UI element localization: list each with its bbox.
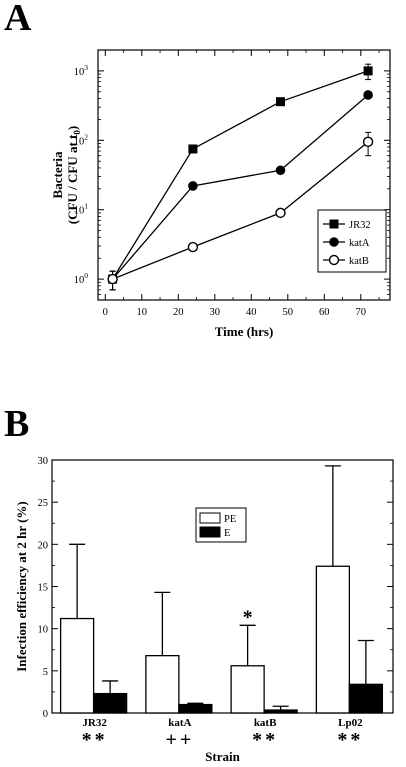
bar-e: [263, 709, 298, 714]
bar-e: [348, 683, 384, 714]
data-point-katb: [362, 136, 374, 148]
legend-a: JR32 katA katB: [317, 209, 387, 273]
panel-b-letter: B: [4, 403, 29, 445]
legend-marker: [329, 219, 339, 229]
x-tick-label: 40: [246, 307, 257, 318]
series-katb: [107, 131, 374, 291]
y-axis-title: Infection efficiency at 2 hr (%): [14, 501, 29, 672]
series-line-kata: [112, 94, 369, 280]
x-tick-label: 30: [210, 307, 221, 318]
data-point-katb: [107, 273, 118, 285]
category-significance: **: [252, 729, 278, 751]
data-point-kata: [363, 90, 373, 100]
infection-efficiency-chart: 0 5 10 15 20 25 30 Infection efficiency at 2 hr…: [14, 456, 394, 764]
bar-pe: [315, 565, 351, 714]
y-tick-label: 20: [38, 540, 49, 551]
y-tick-label: 103: [74, 63, 89, 78]
category-significance: ++: [165, 729, 194, 751]
data-point-katb: [275, 207, 286, 219]
y-tick-label: 101: [74, 202, 89, 217]
data-point-jr32: [276, 97, 285, 107]
legend-label: E: [224, 528, 230, 539]
legend-swatch-pe: [199, 512, 221, 524]
category-significance: **: [337, 729, 363, 751]
data-point-kata: [188, 181, 198, 191]
bar-e: [92, 692, 128, 714]
y-tick-label: 10: [38, 625, 49, 636]
bar-group-kata: katA++: [145, 591, 213, 751]
category-label: katB: [254, 717, 277, 729]
bar-group-jr32: JR32**: [59, 543, 128, 751]
data-point-jr32: [188, 144, 198, 154]
data-point-jr32: [363, 66, 373, 76]
y-axis-title-line2: (CFU / CFU at t0): [65, 126, 82, 224]
legend-swatch-e: [199, 526, 221, 538]
category-label: katA: [168, 717, 191, 729]
series-line-katb: [112, 141, 369, 280]
x-axis-title: Strain: [205, 749, 240, 764]
bar-e: [178, 703, 213, 714]
legend-b: PE E: [195, 507, 247, 543]
category-label: Lp02: [338, 717, 363, 729]
x-tick-label: 0: [103, 307, 108, 318]
y-tick-label: 0: [43, 709, 48, 720]
bar-group-katb: * katB**: [230, 606, 298, 751]
legend-label: katB: [349, 256, 369, 267]
y-axis-title-line1: Bacteria: [50, 151, 65, 198]
y-tick-label: 15: [38, 583, 49, 594]
series-line-jr32: [112, 70, 369, 280]
x-tick-label: 50: [283, 307, 294, 318]
bar-group-lp02: Lp02**: [315, 465, 384, 751]
data-point-katb: [187, 241, 199, 253]
category-label: JR32: [82, 717, 107, 729]
category-significance: **: [82, 729, 108, 751]
panel-a-letter: A: [4, 0, 32, 39]
x-tick-label: 10: [137, 307, 148, 318]
y-tick-label: 5: [43, 667, 48, 678]
legend-marker: [328, 254, 340, 266]
x-tick-label: 60: [319, 307, 330, 318]
bar-pe: [145, 655, 180, 714]
x-tick-label: 20: [173, 307, 184, 318]
growth-curve-chart: 0 10 20 30 40 50 60 70 100 101 102 103 Time (hrs) Bac…: [50, 49, 391, 339]
x-tick-label: 70: [356, 307, 367, 318]
legend-label: JR32: [349, 220, 371, 231]
bar-pe: [59, 617, 95, 714]
data-point-kata: [275, 165, 286, 176]
x-axis-title: Time (hrs): [215, 324, 274, 339]
bar-pe: [230, 665, 265, 714]
y-tick-label: 30: [38, 456, 49, 467]
plot-frame: [97, 49, 391, 301]
y-tick-label: 25: [38, 498, 49, 509]
legend-label: PE: [224, 514, 236, 525]
significance-annotation: *: [243, 606, 253, 628]
legend-label: katA: [349, 238, 370, 249]
y-tick-label: 102: [74, 132, 89, 147]
legend-marker: [329, 237, 339, 247]
y-tick-label: 100: [74, 271, 89, 286]
